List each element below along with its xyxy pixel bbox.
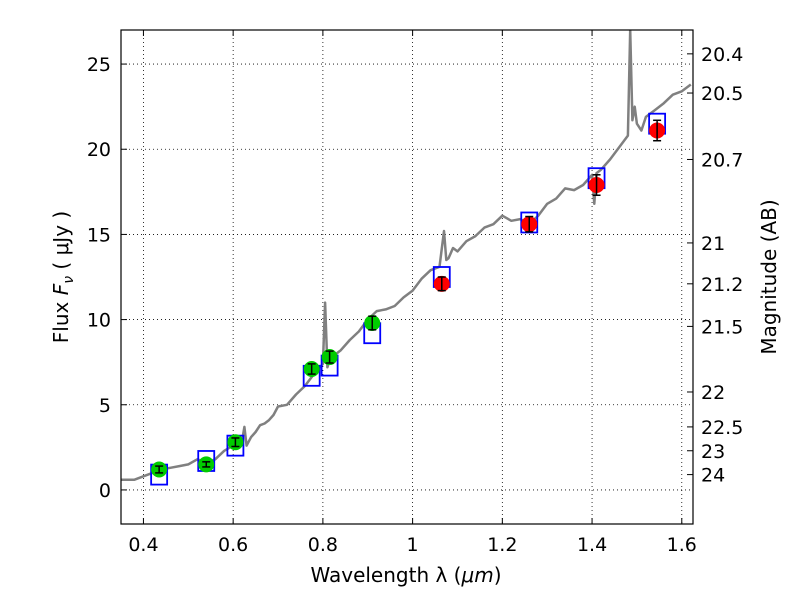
x-tick-label: 1.4 — [577, 534, 607, 556]
axes-frame — [120, 29, 694, 525]
x-axis-label: Wavelength λ (μm) — [310, 563, 501, 587]
y-tick-label: 0 — [99, 480, 111, 502]
magnitude-tick-label: 22 — [701, 382, 725, 404]
y-tick-labels: 0 5 10 15 20 25 — [87, 54, 111, 502]
x-tick-label: 1 — [407, 534, 419, 556]
y-tick-label: 5 — [99, 395, 111, 417]
grid-lines — [121, 30, 693, 524]
magnitude-tick-label: 22.5 — [701, 417, 743, 439]
nir-photometry-points — [433, 119, 666, 292]
magnitude-tick-label: 23 — [701, 441, 725, 463]
magnitude-tick-label: 21.5 — [701, 316, 743, 338]
magnitude-tick-label: 21.2 — [701, 274, 743, 296]
axis-ticks — [121, 30, 693, 524]
magnitude-tick-label: 20.7 — [701, 149, 743, 171]
y-tick-label: 10 — [87, 310, 111, 332]
magnitude-axis-label: Magnitude (AB) — [757, 199, 781, 354]
x-tick-label: 1.2 — [487, 534, 517, 556]
magnitude-tick-label: 20.5 — [701, 83, 743, 105]
magnitude-tick-label: 24 — [701, 465, 725, 487]
y-tick-label: 20 — [87, 139, 111, 161]
magnitude-tick-label: 21 — [701, 233, 725, 255]
x-tick-labels: 0.4 0.6 0.8 1 1.2 1.4 1.6 — [128, 534, 697, 556]
y-tick-label: 25 — [87, 54, 111, 76]
y-axis-label: Flux Fν ( μJy ) — [49, 211, 77, 343]
x-tick-label: 1.6 — [667, 534, 697, 556]
x-tick-label: 0.4 — [128, 534, 158, 556]
plot-area — [121, 30, 692, 486]
x-tick-label: 0.8 — [308, 534, 338, 556]
optical-photometry-points — [151, 314, 381, 478]
magnitude-tick-label: 20.4 — [701, 44, 743, 66]
y-tick-label: 15 — [87, 224, 111, 246]
x-tick-label: 0.6 — [218, 534, 248, 556]
